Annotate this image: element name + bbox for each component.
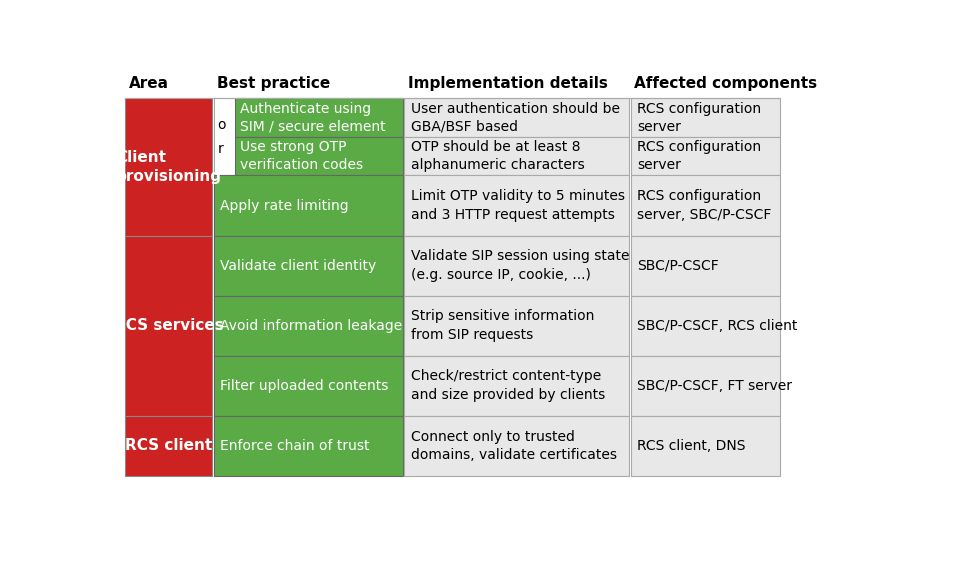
Bar xyxy=(125,416,212,476)
Text: RCS services: RCS services xyxy=(113,318,224,333)
Text: RCS client: RCS client xyxy=(125,438,213,453)
Bar xyxy=(630,175,779,236)
Bar xyxy=(630,236,779,296)
Text: Connect only to trusted
domains, validate certificates: Connect only to trusted domains, validat… xyxy=(410,430,616,462)
Text: Client
provisioning: Client provisioning xyxy=(115,149,222,184)
Text: Check/restrict content-type
and size provided by clients: Check/restrict content-type and size pro… xyxy=(410,369,604,402)
Text: RCS configuration
server: RCS configuration server xyxy=(637,102,760,134)
Text: Apply rate limiting: Apply rate limiting xyxy=(220,199,348,213)
Bar xyxy=(404,175,629,236)
Text: SBC/P-CSCF: SBC/P-CSCF xyxy=(637,258,718,272)
Bar xyxy=(630,99,779,137)
Text: r: r xyxy=(217,142,223,156)
Text: o: o xyxy=(217,118,226,133)
Text: Enforce chain of trust: Enforce chain of trust xyxy=(220,439,369,453)
Text: SBC/P-CSCF, RCS client: SBC/P-CSCF, RCS client xyxy=(637,319,797,333)
Text: Validate client identity: Validate client identity xyxy=(220,258,375,272)
Bar xyxy=(213,416,402,476)
Text: OTP should be at least 8
alphanumeric characters: OTP should be at least 8 alphanumeric ch… xyxy=(410,140,584,173)
Text: Area: Area xyxy=(129,76,169,91)
Text: Use strong OTP
verification codes: Use strong OTP verification codes xyxy=(240,140,363,173)
Bar xyxy=(404,416,629,476)
Bar xyxy=(404,356,629,416)
Bar xyxy=(235,99,402,137)
Text: Affected components: Affected components xyxy=(633,76,816,91)
Text: RCS client, DNS: RCS client, DNS xyxy=(637,439,744,453)
Text: Implementation details: Implementation details xyxy=(407,76,607,91)
Text: Strip sensitive information
from SIP requests: Strip sensitive information from SIP req… xyxy=(410,310,594,342)
Text: Limit OTP validity to 5 minutes
and 3 HTTP request attempts: Limit OTP validity to 5 minutes and 3 HT… xyxy=(410,190,624,222)
Bar xyxy=(630,137,779,175)
Bar xyxy=(630,296,779,356)
Text: Avoid information leakage: Avoid information leakage xyxy=(220,319,402,333)
Text: SBC/P-CSCF, FT server: SBC/P-CSCF, FT server xyxy=(637,378,791,393)
Text: RCS configuration
server: RCS configuration server xyxy=(637,140,760,173)
Bar xyxy=(404,296,629,356)
Text: Authenticate using
SIM / secure element: Authenticate using SIM / secure element xyxy=(240,102,385,134)
Text: Filter uploaded contents: Filter uploaded contents xyxy=(220,378,388,393)
Bar xyxy=(404,137,629,175)
Bar xyxy=(213,356,402,416)
Text: Best practice: Best practice xyxy=(216,76,330,91)
Bar xyxy=(630,356,779,416)
Bar xyxy=(213,99,402,175)
Bar xyxy=(213,236,402,296)
Text: Validate SIP session using state
(e.g. source IP, cookie, ...): Validate SIP session using state (e.g. s… xyxy=(410,249,628,282)
Text: RCS configuration
server, SBC/P-CSCF: RCS configuration server, SBC/P-CSCF xyxy=(637,190,771,222)
Bar xyxy=(630,416,779,476)
Bar xyxy=(125,236,212,416)
Bar xyxy=(235,137,402,175)
Text: User authentication should be
GBA/BSF based: User authentication should be GBA/BSF ba… xyxy=(410,102,619,134)
Bar xyxy=(213,175,402,236)
Bar xyxy=(404,236,629,296)
Bar xyxy=(213,296,402,356)
Bar xyxy=(125,99,212,236)
Bar xyxy=(404,99,629,137)
